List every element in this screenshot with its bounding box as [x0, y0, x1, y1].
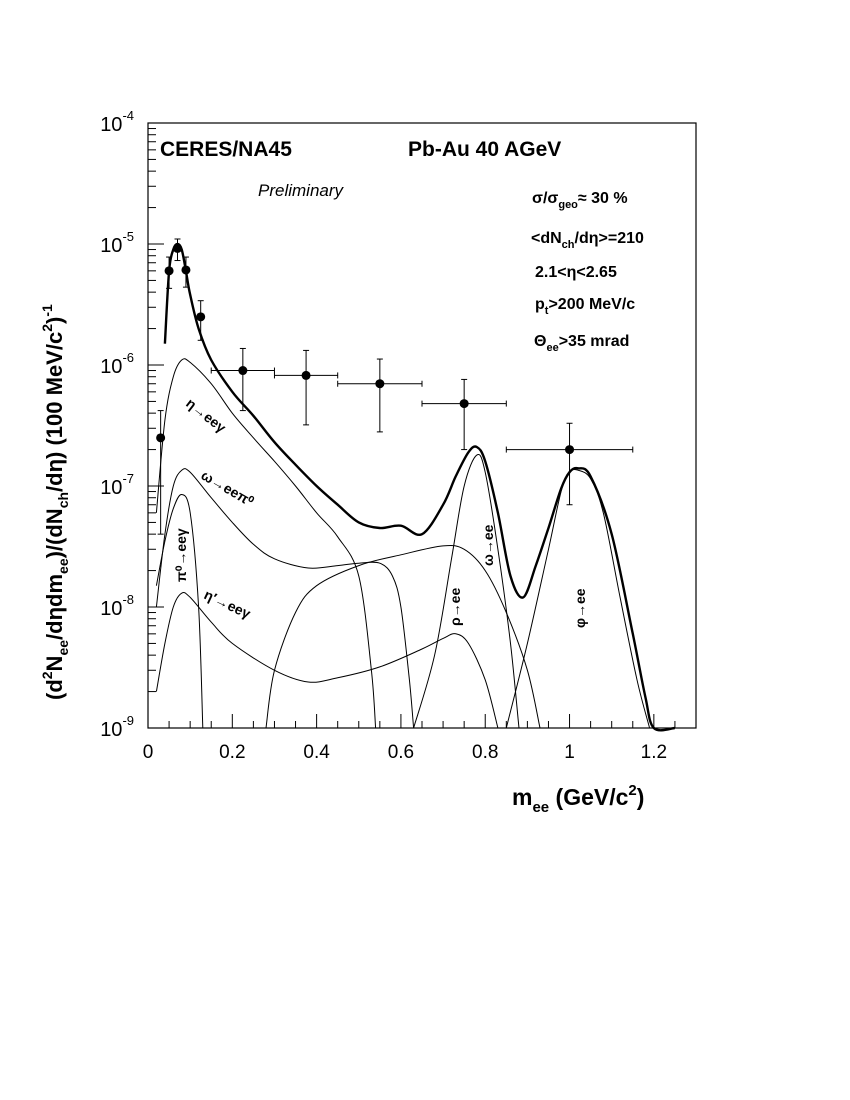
pt-condition: pt>200 MeV/c: [535, 296, 635, 317]
data-point-marker: [459, 399, 469, 409]
preliminary-label: Preliminary: [258, 181, 345, 200]
total-cocktail-curve: [163, 242, 676, 732]
x-tick-label: 0.2: [219, 742, 245, 763]
chart-title: CERES/NA45: [160, 138, 292, 161]
component-curve-eta: [155, 358, 377, 729]
eta-prime-dalitz-label: η′→eeγ: [202, 586, 254, 621]
pseudorapidity-condition: 2.1<η<2.65: [535, 264, 617, 281]
x-tick-label: 0.6: [388, 742, 414, 763]
phi-label: φ→ee: [572, 588, 588, 628]
plot-frame: [147, 122, 697, 729]
y-axis-title: (d2Nee/dηdmee)/(dNch/dη) (100 MeV/c2)-1: [39, 304, 71, 700]
y-tick-label: 10-5: [100, 229, 134, 257]
data-point-marker: [238, 366, 248, 376]
x-tick-label: 0.8: [472, 742, 498, 763]
data-point-marker: [196, 312, 206, 322]
data-point-marker: [173, 243, 183, 253]
data-point-marker: [156, 433, 166, 443]
component-curve-omega: [413, 454, 520, 729]
pi0-dalitz-label: π⁰→eeγ: [173, 528, 189, 582]
y-tick-label: 10-6: [100, 350, 134, 378]
collision-system-label: Pb-Au 40 AGeV: [408, 138, 561, 161]
component-curve-phi: [505, 468, 651, 729]
axis-ticks: 0 0.2 0.4 0.6 0.8 1 1.2 10-9 10-8 10-7 10-6 10-5 10-…: [100, 108, 697, 763]
multiplicity-condition: <dNch/dη>=210: [531, 230, 644, 251]
y-tick-label: 10-4: [100, 108, 134, 136]
omega-dalitz-label: ω→eeπ⁰: [199, 467, 257, 510]
eta-dalitz-label: η→eeγ: [183, 395, 229, 436]
data-point-marker: [565, 445, 575, 455]
data-point-marker: [301, 370, 311, 380]
data-point-marker: [375, 379, 385, 389]
component-curve-pi0: [155, 493, 204, 729]
x-axis-title: mee (GeV/c2): [512, 782, 644, 816]
component-curve-eta-prime: [155, 592, 499, 729]
y-tick-label: 10-8: [100, 592, 134, 620]
y-tick-label: 10-9: [100, 713, 134, 741]
x-tick-label: 0.4: [303, 742, 330, 763]
rho-label: ρ→ee: [447, 588, 463, 626]
x-tick-label: 1: [564, 742, 575, 763]
centrality-condition: σ/σgeo≈ 30 %: [532, 190, 628, 211]
component-curves: [155, 358, 651, 729]
omega-label: ω→ee: [480, 524, 496, 566]
x-tick-label: 0: [143, 742, 154, 763]
data-points: [156, 238, 634, 535]
component-curve-omega-dalitz: [155, 468, 415, 729]
opening-angle-condition: Θee>35 mrad: [534, 333, 629, 354]
data-point-marker: [164, 266, 174, 276]
component-curve-rho: [265, 544, 541, 729]
data-point-marker: [181, 265, 191, 275]
x-tick-label: 1.2: [641, 742, 667, 763]
y-tick-label: 10-7: [100, 471, 134, 499]
